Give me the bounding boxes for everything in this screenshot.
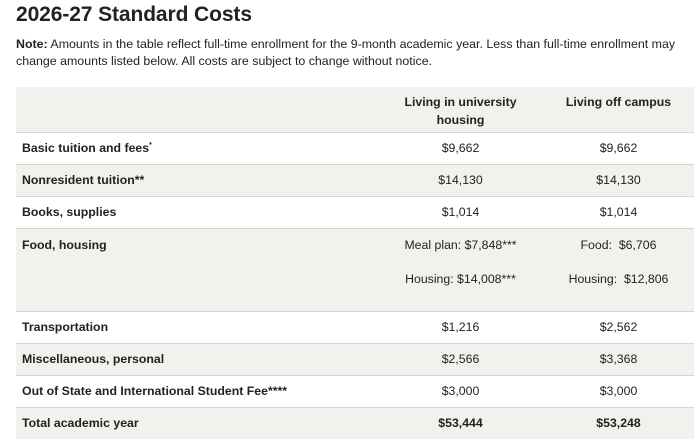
table-row-total: Total academic year $53,444 $53,248 [16, 407, 694, 439]
cell-in-housing: $9,662 [441, 141, 480, 155]
cell-in-housing: Meal plan: $7,848*** Housing: $14,008*** [378, 228, 543, 311]
meal-plan-value: Meal plan: $7,848*** [404, 237, 517, 252]
table-row: Out of State and International Student F… [16, 375, 694, 407]
cell-off-campus: $1,014 [599, 205, 638, 219]
table-row: Books, supplies $1,014 $1,014 [16, 196, 694, 228]
note-paragraph: Note: Amounts in the table reflect full-… [16, 36, 696, 70]
table-row: Miscellaneous, personal $2,566 $3,368 [16, 343, 694, 375]
cell-off-campus: $3,000 [599, 384, 638, 398]
row-label: Out of State and International Student F… [22, 384, 288, 398]
row-label: Transportation [22, 320, 109, 334]
header-living-off-campus: Living off campus [565, 95, 672, 109]
cell-in-housing: $53,444 [438, 416, 483, 431]
row-label: Total academic year [22, 416, 139, 431]
cell-off-campus: $3,368 [599, 352, 638, 366]
row-label: Food, housing [22, 237, 107, 252]
cell-in-housing: $1,014 [441, 205, 480, 219]
table-row: Food, housing Meal plan: $7,848*** Housi… [16, 228, 694, 311]
cell-off-campus: Food: $6,706 Housing: $12,806 [543, 228, 694, 311]
cell-in-housing: $1,216 [441, 320, 480, 334]
row-label: Basic tuition and fees* [22, 141, 152, 155]
cell-off-campus: $14,130 [596, 173, 641, 187]
cell-off-campus: $9,662 [599, 141, 638, 155]
footnote-mark: * [149, 141, 152, 149]
housing-value: Housing: $14,008*** [405, 271, 516, 286]
page-title: 2026-27 Standard Costs [16, 3, 252, 26]
table-row: Basic tuition and fees* $9,662 $9,662 [16, 132, 694, 164]
food-value: Food: $6,706 [580, 237, 657, 252]
table-row: Nonresident tuition** $14,130 $14,130 [16, 164, 694, 196]
row-label: Books, supplies [22, 205, 117, 219]
costs-table: Living in university housing Living off … [16, 87, 694, 439]
header-empty [16, 87, 378, 132]
cell-off-campus: $53,248 [596, 416, 641, 431]
housing-value: Housing: $12,806 [568, 271, 669, 286]
cell-in-housing: $3,000 [441, 384, 480, 398]
cell-in-housing: $2,566 [441, 352, 480, 366]
note-text: Amounts in the table reflect full-time e… [16, 37, 676, 68]
note-label: Note: [16, 37, 48, 51]
row-label: Nonresident tuition** [22, 173, 145, 187]
cell-in-housing: $14,130 [438, 173, 483, 187]
table-header-row: Living in university housing Living off … [16, 87, 694, 132]
header-living-in-housing: Living in university housing [404, 95, 517, 127]
cell-off-campus: $2,562 [599, 320, 638, 334]
row-label: Miscellaneous, personal [22, 352, 165, 366]
table-row: Transportation $1,216 $2,562 [16, 311, 694, 343]
